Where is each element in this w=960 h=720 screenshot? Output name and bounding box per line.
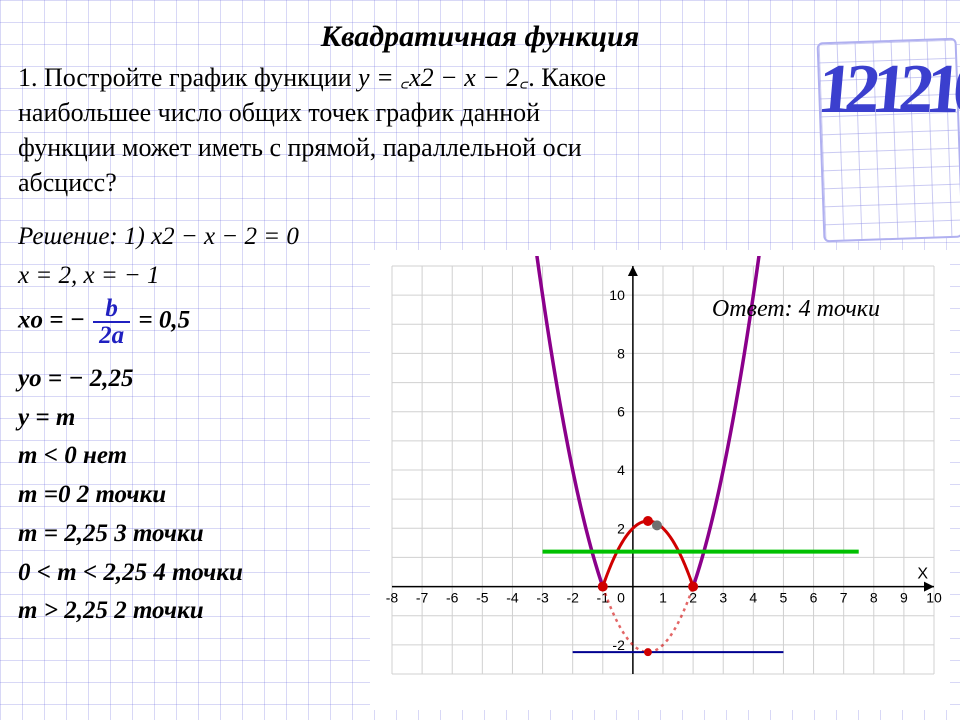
svg-text:10: 10	[926, 590, 942, 606]
svg-text:10: 10	[609, 287, 625, 303]
problem-statement: 1. Постройте график функции y = ꜀x2 − x …	[18, 60, 942, 200]
svg-text:5: 5	[780, 590, 788, 606]
svg-text:X: X	[917, 566, 928, 583]
problem-line3: функции может иметь с прямой, параллельн…	[18, 133, 582, 162]
svg-text:-5: -5	[476, 590, 489, 606]
svg-text:-1: -1	[597, 590, 610, 606]
svg-text:-3: -3	[536, 590, 549, 606]
problem-line2: наибольшее число общих точек график данн…	[18, 98, 540, 127]
chart-container: Ответ: 4 точки -8 -7 -6 -5 -4 -3 -2 -1 1 2 3 4 5 6 7 8 9…	[370, 250, 950, 710]
svg-text:-4: -4	[506, 590, 519, 606]
svg-text:-8: -8	[386, 590, 399, 606]
svg-text:-2: -2	[612, 637, 625, 653]
svg-text:4: 4	[749, 590, 757, 606]
answer-text: Ответ: 4 точки	[712, 296, 880, 323]
svg-text:8: 8	[870, 590, 878, 606]
svg-text:-7: -7	[416, 590, 429, 606]
svg-text:2: 2	[617, 520, 625, 536]
svg-text:6: 6	[810, 590, 818, 606]
svg-text:-6: -6	[446, 590, 459, 606]
fraction: b 2a	[93, 296, 130, 348]
svg-text:-2: -2	[566, 590, 579, 606]
problem-lead: 1. Постройте график функции	[18, 63, 358, 92]
svg-text:6: 6	[617, 404, 625, 420]
problem-line4: абсцисс?	[18, 168, 117, 197]
svg-text:7: 7	[840, 590, 848, 606]
svg-text:0: 0	[617, 590, 625, 606]
problem-function: y = ꜀x2 − x − 2꜀	[358, 63, 528, 92]
problem-tail1: . Какое	[528, 63, 606, 92]
fraction-numerator: b	[93, 296, 130, 323]
svg-text:4: 4	[617, 462, 625, 478]
fraction-denominator: 2a	[93, 323, 130, 348]
svg-text:1: 1	[659, 590, 667, 606]
svg-text:8: 8	[617, 345, 625, 361]
svg-text:3: 3	[719, 590, 727, 606]
page-title: Квадратичная функция	[18, 20, 942, 54]
svg-text:9: 9	[900, 590, 908, 606]
